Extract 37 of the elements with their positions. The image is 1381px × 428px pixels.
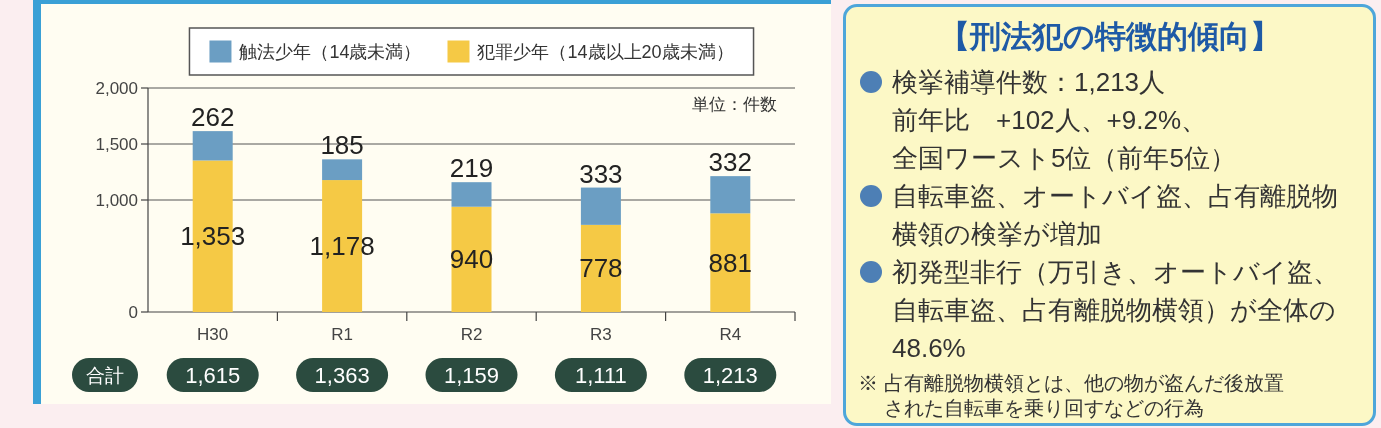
total-label: 1,213 xyxy=(702,363,758,388)
text: 自転車盗、オートバイ盗、占有離脱物横領の検挙が増加 xyxy=(892,180,1339,251)
data-label: 333 xyxy=(579,158,623,189)
legend-label: 触法少年（14歳未満） xyxy=(239,41,422,62)
total-label: 1,363 xyxy=(314,363,370,388)
text: 合計 xyxy=(86,365,124,386)
legend-label: 犯罪少年（14歳以上20歳未満） xyxy=(477,41,734,62)
bar xyxy=(451,182,492,207)
bar xyxy=(451,206,492,312)
text: 全国ワースト5位（前年5位） xyxy=(892,142,1237,175)
y-tick-label: 2,000 xyxy=(95,79,138,98)
data-label: 332 xyxy=(708,147,752,178)
y-tick-label: 1,000 xyxy=(95,191,138,210)
text: 【刑法犯の特徴的傾向】 xyxy=(937,18,1282,56)
x-tick-label: R2 xyxy=(460,325,483,344)
total-label: 1,111 xyxy=(575,363,627,388)
y-tick-label: 0 xyxy=(128,303,138,322)
text: ※ 占有離脱物横領とは、他の物が盗んだ後放置された自転車を乗り回すなどの行為 xyxy=(858,372,1284,419)
text: 初発型非行（万引き、オートバイ盗、自転車盗、占有離脱物横領）が全体の48.6% xyxy=(892,256,1340,365)
annotation: 単位：件数 xyxy=(692,95,777,114)
total-label: 1,159 xyxy=(443,363,500,388)
data-label: 262 xyxy=(191,102,235,133)
x-tick-label: R3 xyxy=(590,325,612,344)
data-label: 219 xyxy=(449,153,494,184)
total-label: 1,615 xyxy=(185,363,241,388)
x-tick-label: H30 xyxy=(197,325,229,344)
data-label: 940 xyxy=(449,244,494,275)
x-tick-label: R1 xyxy=(331,325,353,344)
text: 前年比 +102人、+9.2%、 xyxy=(892,104,1208,137)
bar xyxy=(710,176,751,214)
x-tick-label: R4 xyxy=(719,325,742,344)
text: 検挙補導件数：1,213人 xyxy=(892,66,1167,99)
bar xyxy=(192,131,233,161)
bar xyxy=(322,159,363,181)
y-tick-label: 1,500 xyxy=(95,135,138,154)
bar xyxy=(580,187,621,225)
data-label: 185 xyxy=(320,130,364,161)
